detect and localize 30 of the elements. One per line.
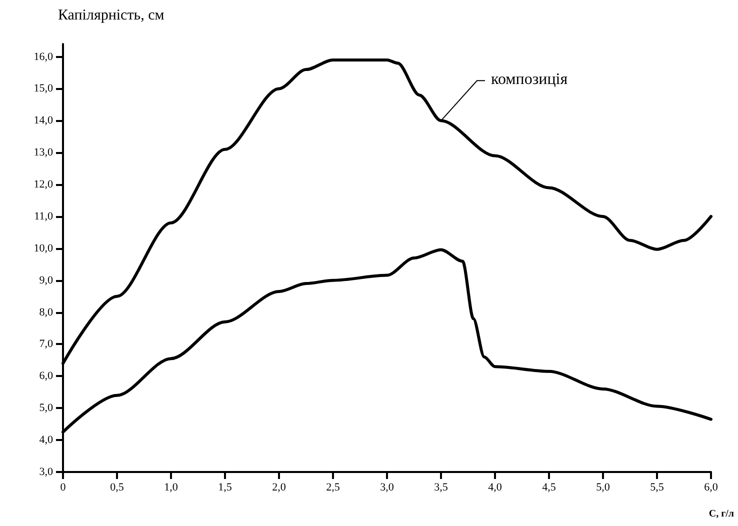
x-tick-label: 2,5: [326, 482, 340, 494]
x-tick-label: 1,5: [218, 482, 232, 494]
x-tick-label: 5,0: [596, 482, 610, 494]
x-tick-label: 4,0: [488, 482, 502, 494]
y-tick-label: 12,0: [34, 178, 54, 191]
y-tick-label: 5,0: [39, 402, 54, 414]
y-tick-label: 10,0: [34, 242, 54, 254]
x-tick-label: 4,5: [542, 482, 556, 494]
y-tick-label: 9,0: [39, 274, 54, 286]
x-axis-title: С, г/л: [708, 508, 734, 520]
x-tick-label: 0,5: [110, 482, 124, 494]
y-tick-label: 13,0: [34, 146, 54, 159]
y-tick-label: 11,0: [34, 210, 54, 222]
y-tick-label: 3,0: [39, 466, 54, 478]
y-tick-label: 16,0: [34, 50, 54, 63]
y-tick-label: 14,0: [34, 114, 54, 127]
y-axis-title: Капілярність, см: [58, 8, 165, 24]
x-tick-label: 0: [60, 482, 66, 494]
x-tick-label: 2,0: [272, 482, 286, 494]
x-tick-label: 3,0: [380, 482, 394, 494]
x-tick-label: 1,0: [164, 482, 178, 494]
y-tick-label: 8,0: [39, 306, 54, 318]
x-tick-label: 5,5: [650, 482, 664, 494]
y-tick-label: 7,0: [39, 338, 54, 350]
x-tick-label: 6,0: [704, 482, 718, 494]
y-tick-label: 6,0: [39, 370, 54, 382]
y-tick-label: 4,0: [39, 434, 54, 446]
x-tick-label: 3,5: [434, 482, 448, 494]
text: композиція: [491, 71, 568, 88]
y-tick-label: 15,0: [34, 82, 54, 95]
